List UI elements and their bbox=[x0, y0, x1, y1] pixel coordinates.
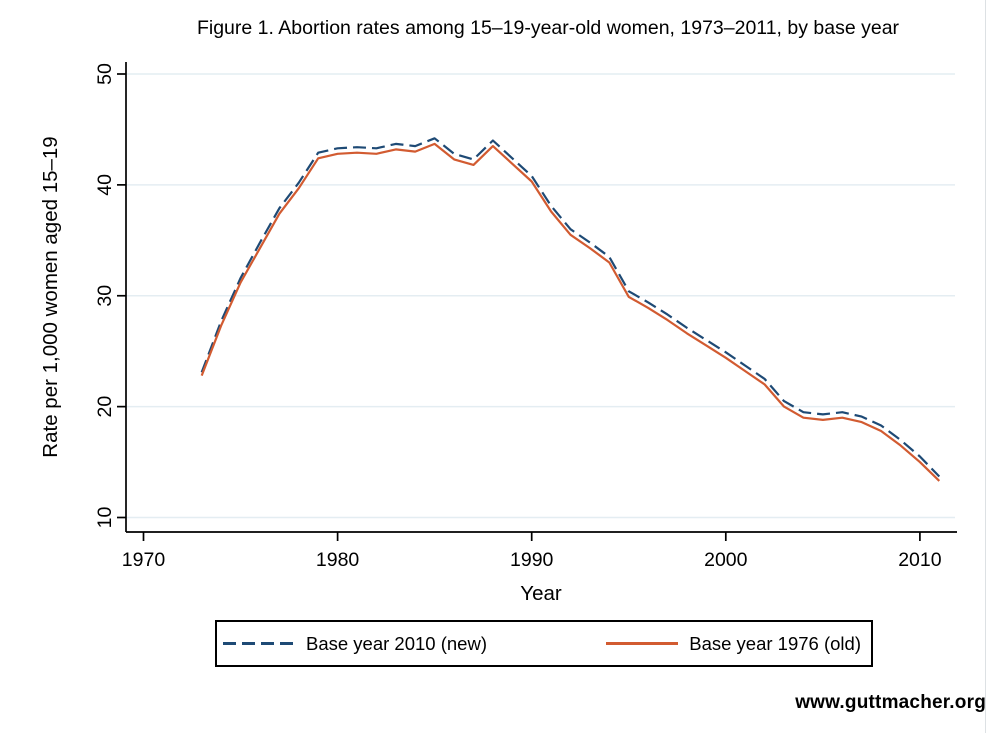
site-watermark: www.guttmacher.org bbox=[795, 692, 986, 713]
svg-text:10: 10 bbox=[94, 507, 116, 529]
svg-text:1970: 1970 bbox=[122, 549, 166, 571]
svg-text:2010: 2010 bbox=[898, 549, 942, 571]
x-axis-title: Year bbox=[520, 582, 562, 605]
legend-dash-sample bbox=[223, 642, 295, 645]
svg-text:20: 20 bbox=[94, 396, 116, 418]
legend-line-sample bbox=[606, 642, 679, 645]
y-axis-title: Rate per 1,000 women aged 15–19 bbox=[39, 136, 62, 457]
svg-text:1980: 1980 bbox=[316, 549, 360, 571]
legend-label-old: Base year 1976 (old) bbox=[689, 632, 861, 654]
svg-text:50: 50 bbox=[94, 63, 116, 85]
svg-text:40: 40 bbox=[94, 174, 116, 196]
legend: Base year 2010 (new) Base year 1976 (old… bbox=[215, 620, 873, 667]
svg-text:30: 30 bbox=[94, 285, 116, 307]
legend-label-new: Base year 2010 (new) bbox=[306, 632, 487, 654]
svg-text:2000: 2000 bbox=[704, 549, 748, 571]
plot-area: 10 20 30 40 50 1970 1980 1990 2000 2010 bbox=[94, 62, 957, 571]
figure-title: Figure 1. Abortion rates among 15–19-yea… bbox=[196, 17, 900, 39]
legend-item-old: Base year 1976 (old) bbox=[606, 633, 861, 655]
legend-item-new: Base year 2010 (new) bbox=[223, 633, 487, 655]
window-edge-line bbox=[985, 0, 986, 733]
svg-text:1990: 1990 bbox=[510, 549, 554, 571]
